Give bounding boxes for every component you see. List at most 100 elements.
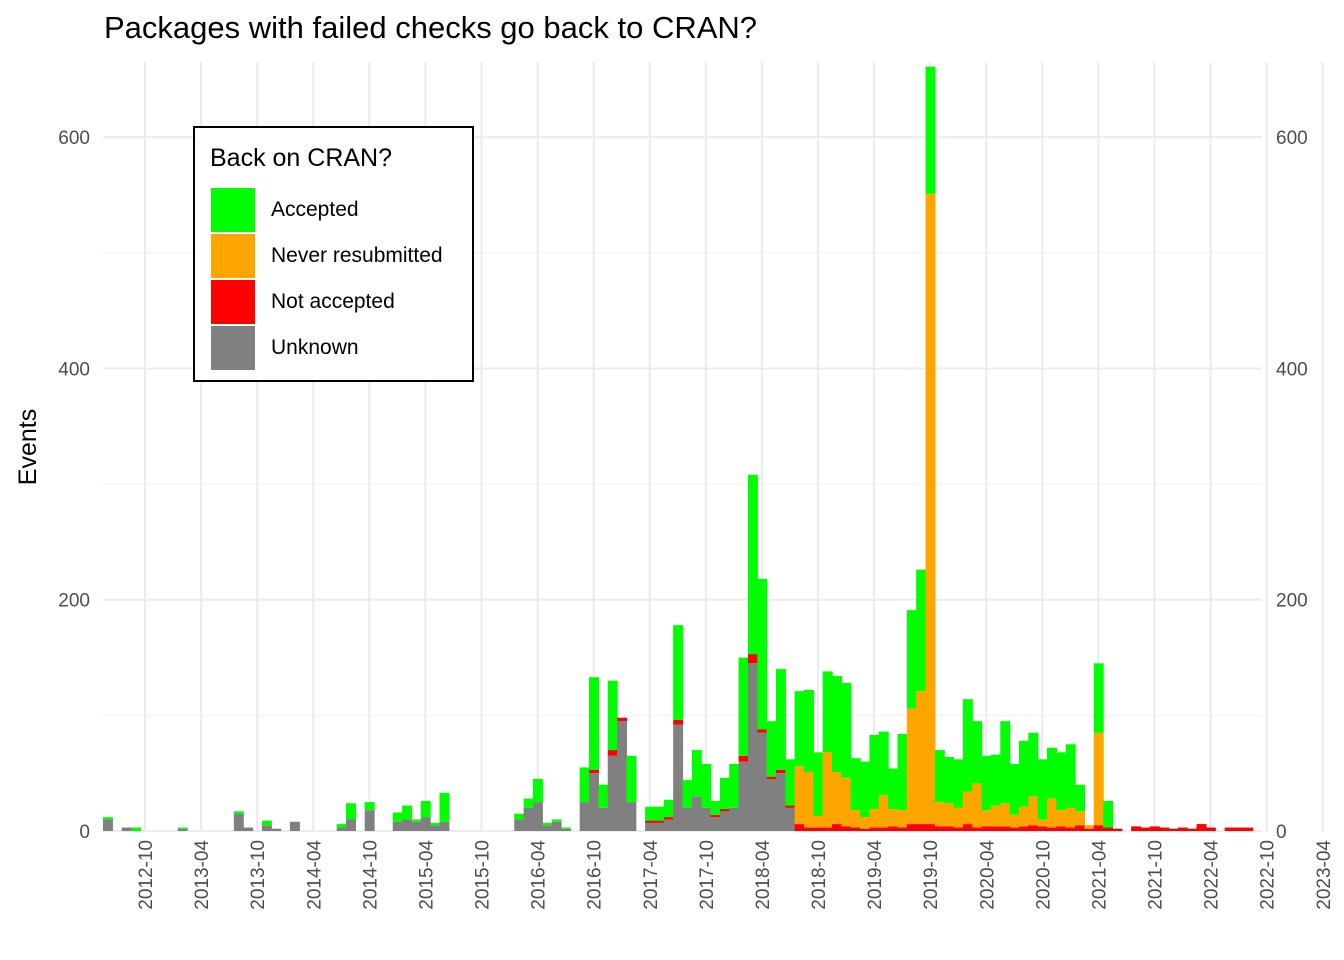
bar-segment bbox=[336, 824, 347, 828]
bar-segment bbox=[981, 810, 992, 827]
bar-segment bbox=[336, 827, 347, 831]
bar-segment bbox=[271, 828, 282, 831]
bar-segment bbox=[860, 828, 871, 831]
bar-segment bbox=[710, 800, 721, 815]
bar-segment bbox=[439, 821, 450, 831]
legend-swatch-unknown bbox=[211, 326, 255, 370]
bar-segment bbox=[645, 806, 656, 821]
bar-segment bbox=[822, 752, 833, 828]
bar-segment bbox=[607, 680, 618, 751]
bar-segment bbox=[663, 817, 674, 820]
x-tick-label: 2019-10 bbox=[921, 840, 942, 910]
bar-segment bbox=[598, 784, 609, 808]
bar-segment bbox=[822, 671, 833, 753]
bar-segment bbox=[682, 807, 693, 831]
bar-segment bbox=[719, 777, 730, 810]
bar-segment bbox=[402, 805, 413, 820]
bar-segment bbox=[402, 819, 413, 831]
bar-segment bbox=[560, 827, 571, 829]
bar-segment bbox=[233, 811, 244, 814]
bar-segment bbox=[1103, 800, 1114, 828]
bar-segment bbox=[962, 791, 973, 825]
bar-segment bbox=[1018, 806, 1029, 827]
bar-segment bbox=[766, 721, 777, 777]
bar-segment bbox=[860, 761, 871, 818]
bar-segment bbox=[532, 802, 543, 831]
bar-segment bbox=[1103, 827, 1114, 831]
bar-segment bbox=[607, 755, 618, 831]
bar-segment bbox=[869, 809, 880, 828]
bar-segment bbox=[1047, 827, 1057, 831]
bar-segment bbox=[719, 811, 730, 831]
bar-segment bbox=[990, 754, 1001, 806]
bar-segment bbox=[906, 824, 917, 831]
bar-segment bbox=[514, 819, 525, 831]
bar-segment bbox=[392, 821, 403, 831]
x-tick-label: 2018-04 bbox=[753, 840, 774, 910]
bar-segment bbox=[934, 802, 945, 827]
bar-segment bbox=[131, 827, 141, 831]
bar-segment bbox=[953, 807, 964, 828]
bar-segment bbox=[710, 817, 721, 831]
bar-segment bbox=[701, 807, 712, 831]
x-tick-label: 2020-10 bbox=[1033, 840, 1054, 910]
bar-segment bbox=[542, 822, 553, 826]
x-tick-label: 2014-10 bbox=[360, 840, 381, 910]
bar-segment bbox=[1028, 796, 1039, 826]
bar-segment bbox=[804, 689, 814, 773]
bar-segment bbox=[747, 474, 758, 655]
bar-segment bbox=[729, 763, 740, 808]
bar-segment bbox=[897, 827, 908, 831]
legend-label-never-resubmitted: Never resubmitted bbox=[271, 244, 443, 267]
bar-segment bbox=[420, 800, 431, 818]
bar-segment bbox=[785, 807, 796, 831]
bar-segment bbox=[1037, 759, 1048, 820]
bar-segment bbox=[962, 699, 973, 792]
bar-segment bbox=[1243, 827, 1254, 831]
bar-segment bbox=[1018, 826, 1029, 831]
bar-segment bbox=[1000, 803, 1011, 827]
bar-segment bbox=[289, 821, 300, 831]
x-tick-label: 2014-04 bbox=[304, 840, 325, 910]
bar-segment bbox=[589, 773, 599, 831]
bar-segment bbox=[1205, 827, 1216, 831]
bar-segment bbox=[813, 827, 824, 831]
bar-segment bbox=[439, 792, 450, 822]
bar-segment bbox=[934, 826, 945, 831]
bar-segment bbox=[981, 755, 992, 811]
bar-segment bbox=[719, 809, 730, 812]
bar-segment bbox=[869, 735, 880, 810]
bar-segment bbox=[850, 758, 861, 811]
bar-segment bbox=[766, 778, 777, 831]
bar-segment bbox=[813, 752, 824, 816]
bar-segment bbox=[691, 750, 702, 797]
bar-segment bbox=[990, 805, 1001, 827]
bar-segment bbox=[841, 682, 852, 778]
bar-segment bbox=[430, 822, 441, 826]
legend-label-not-accepted: Not accepted bbox=[271, 290, 395, 313]
x-tick-label: 2017-10 bbox=[697, 840, 718, 910]
x-tick-label: 2016-04 bbox=[529, 840, 550, 910]
bar-segment bbox=[878, 827, 889, 831]
bar-segment bbox=[888, 809, 899, 827]
bar-segment bbox=[1056, 752, 1067, 811]
bar-segment bbox=[261, 825, 272, 831]
bar-segment bbox=[411, 821, 422, 831]
bar-segment bbox=[785, 759, 796, 806]
bar-segment bbox=[747, 654, 758, 664]
legend-title: Back on CRAN? bbox=[210, 144, 393, 172]
chart-title: Packages with failed checks go back to C… bbox=[104, 10, 758, 45]
bar-segment bbox=[645, 820, 656, 823]
bar-segment bbox=[233, 813, 244, 831]
bar-segment bbox=[1224, 827, 1235, 831]
bar-segment bbox=[392, 812, 403, 822]
bar-segment bbox=[1233, 827, 1244, 831]
bar-segment bbox=[710, 814, 721, 818]
bar-segment bbox=[1177, 827, 1188, 831]
bar-segment bbox=[626, 802, 637, 831]
bar-segment bbox=[972, 721, 983, 784]
bar-segment bbox=[1056, 826, 1067, 831]
legend-swatch-not-accepted bbox=[211, 280, 255, 324]
bar-segment bbox=[925, 824, 936, 831]
bar-segment bbox=[1140, 827, 1151, 831]
